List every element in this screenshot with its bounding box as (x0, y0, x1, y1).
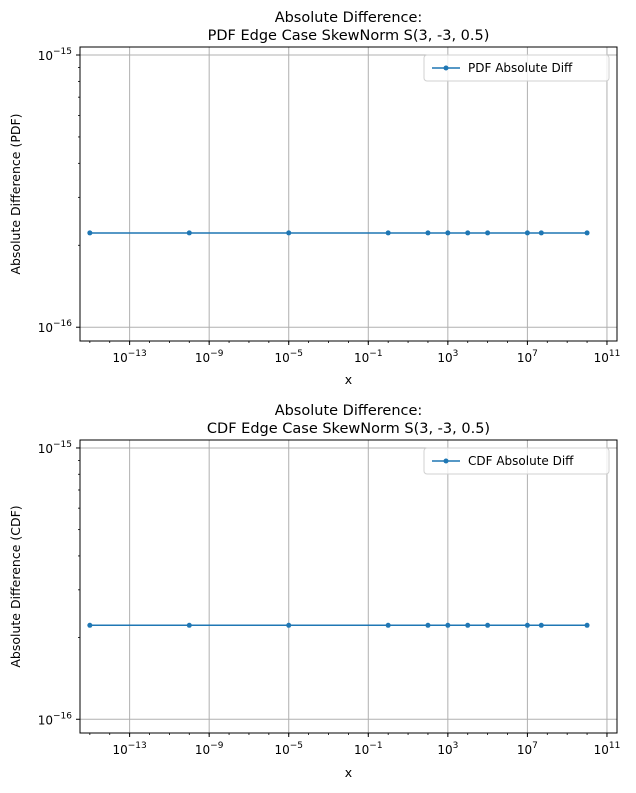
x-tick-label: 10−1 (354, 349, 383, 365)
legend-box (423, 447, 610, 475)
data-point (87, 622, 93, 628)
tick-labels: 10−13 10−9 10−5 10−1 103 107 1011 10−16 10−15 (38, 47, 621, 365)
y-tick-label: 10−16 (38, 319, 73, 335)
x-tick-label: 10−13 (112, 741, 146, 757)
data-point (445, 622, 451, 628)
plot-frame (79, 46, 618, 342)
data-point (425, 230, 431, 236)
plot-frame (79, 439, 618, 734)
data-point (465, 230, 471, 236)
x-tick-label: 10−9 (195, 349, 224, 365)
legend-marker (443, 458, 449, 464)
data-point (286, 230, 292, 236)
grid-lines (80, 440, 617, 733)
x-tick-label: 10−5 (274, 349, 303, 365)
x-tick-label: 10−13 (112, 349, 146, 365)
chart-title: Absolute Difference: (275, 403, 423, 419)
x-tick-label: 103 (437, 349, 458, 365)
tick-marks (76, 54, 608, 345)
data-point (538, 622, 544, 628)
data-point (485, 230, 491, 236)
legend-label: CDF Absolute Diff (468, 454, 574, 468)
y-tick-label: 10−15 (38, 440, 72, 456)
chart-cdf: Absolute Difference: CDF Edge Case SkewN… (8, 403, 620, 780)
x-tick-label: 10−9 (195, 741, 224, 757)
x-tick-label: 10−5 (274, 741, 303, 757)
x-tick-label: 10−1 (354, 741, 383, 757)
data-point (584, 622, 590, 628)
series-layer (87, 622, 590, 628)
data-point (87, 230, 93, 236)
grid-lines (80, 47, 617, 341)
y-axis-label: Absolute Difference (CDF) (8, 505, 23, 667)
data-point (445, 230, 451, 236)
y-tick-label: 10−16 (38, 711, 73, 727)
chart-title: Absolute Difference: (275, 10, 423, 26)
legend-marker (443, 65, 449, 71)
data-point (286, 622, 292, 628)
x-tick-label: 1011 (594, 349, 621, 365)
series-layer (87, 230, 590, 236)
data-point (385, 230, 391, 236)
data-point (425, 622, 431, 628)
data-point (584, 230, 590, 236)
x-tick-label: 1011 (594, 741, 621, 757)
x-tick-label: 107 (517, 741, 538, 757)
legend-box (423, 54, 610, 82)
legend: CDF Absolute Diff (423, 447, 610, 475)
data-point (186, 230, 192, 236)
data-point (385, 622, 391, 628)
data-point (465, 622, 471, 628)
chart-pdf: Absolute Difference: PDF Edge Case SkewN… (8, 10, 620, 387)
data-point (524, 230, 530, 236)
chart-subtitle: PDF Edge Case SkewNorm S(3, -3, 0.5) (208, 28, 490, 44)
x-axis-label: x (345, 765, 352, 780)
y-tick-label: 10−15 (38, 47, 72, 63)
chart-subtitle: CDF Edge Case SkewNorm S(3, -3, 0.5) (207, 421, 490, 437)
legend: PDF Absolute Diff (423, 54, 610, 82)
y-axis-label: Absolute Difference (PDF) (8, 113, 23, 274)
data-point (485, 622, 491, 628)
data-point (538, 230, 544, 236)
legend-label: PDF Absolute Diff (468, 61, 573, 75)
x-axis-label: x (345, 372, 352, 387)
tick-labels: 10−13 10−9 10−5 10−1 103 107 1011 10−16 10−15 (38, 440, 621, 757)
x-tick-label: 103 (437, 741, 458, 757)
x-tick-label: 107 (517, 349, 538, 365)
data-point (186, 622, 192, 628)
data-point (524, 622, 530, 628)
